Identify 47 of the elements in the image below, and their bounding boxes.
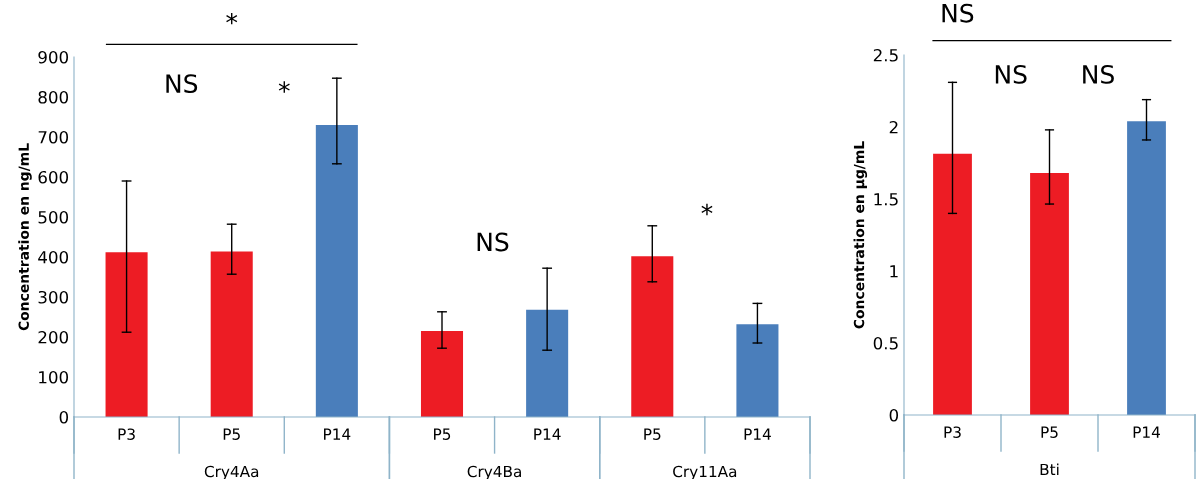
- y-tick-label: 300: [38, 290, 69, 304]
- y-tick-label: 700: [38, 130, 69, 144]
- text: Bti: [1040, 463, 1059, 476]
- text: NS: [942, 3, 974, 23]
- y-tick-label: 2: [889, 120, 898, 134]
- x-tick-label: P5: [1041, 426, 1058, 438]
- bar: [631, 256, 674, 417]
- bar: [315, 125, 358, 417]
- y-tick-label: 400: [38, 250, 69, 264]
- y-tick-label: 1.5: [874, 193, 898, 206]
- annotation: NS: [995, 64, 1027, 84]
- text: *: [226, 12, 238, 25]
- y-tick-label: 0: [59, 410, 69, 424]
- bar: [420, 331, 464, 417]
- bar: [736, 324, 779, 417]
- annotation: NS: [1083, 64, 1114, 84]
- y-tick-label: 2.5: [873, 48, 898, 62]
- x-tick-label: P5: [434, 428, 451, 440]
- y-tick-label: 100: [39, 370, 69, 384]
- y-tick-label: 800: [38, 90, 69, 104]
- annotation: *: [278, 81, 290, 93]
- x-tick-label: P14: [1133, 426, 1160, 438]
- y-axis-title: Concentration en µg/mL: [853, 141, 868, 329]
- x-tick-label: P14: [744, 428, 771, 440]
- bar: [526, 309, 569, 417]
- y-tick-label: 0.5: [873, 336, 898, 350]
- x-tick-label: P14: [534, 428, 561, 440]
- annotation: *: [701, 203, 713, 216]
- bar: [1030, 173, 1069, 415]
- y-tick-label: 500: [38, 210, 69, 224]
- annotation: NS: [477, 232, 509, 252]
- bar: [105, 252, 148, 417]
- y-axis-title: Concentration en ng/mL: [18, 143, 32, 331]
- y-tick-label: 200: [38, 330, 69, 344]
- x-tick-label: P5: [644, 428, 661, 440]
- x-tick-label: P3: [118, 428, 135, 440]
- x-tick-label: P14: [324, 428, 351, 440]
- y-tick-label: 0: [889, 408, 899, 422]
- x-tick-label: P3: [944, 426, 961, 438]
- y-tick-label: 600: [38, 170, 69, 184]
- x-tick-label: P5: [223, 428, 240, 440]
- y-tick-label: 900: [38, 50, 69, 64]
- annotation: NS: [166, 74, 198, 94]
- bar: [1127, 121, 1166, 415]
- bar: [210, 251, 253, 417]
- bar: [933, 153, 972, 415]
- y-tick-label: 1: [890, 265, 898, 278]
